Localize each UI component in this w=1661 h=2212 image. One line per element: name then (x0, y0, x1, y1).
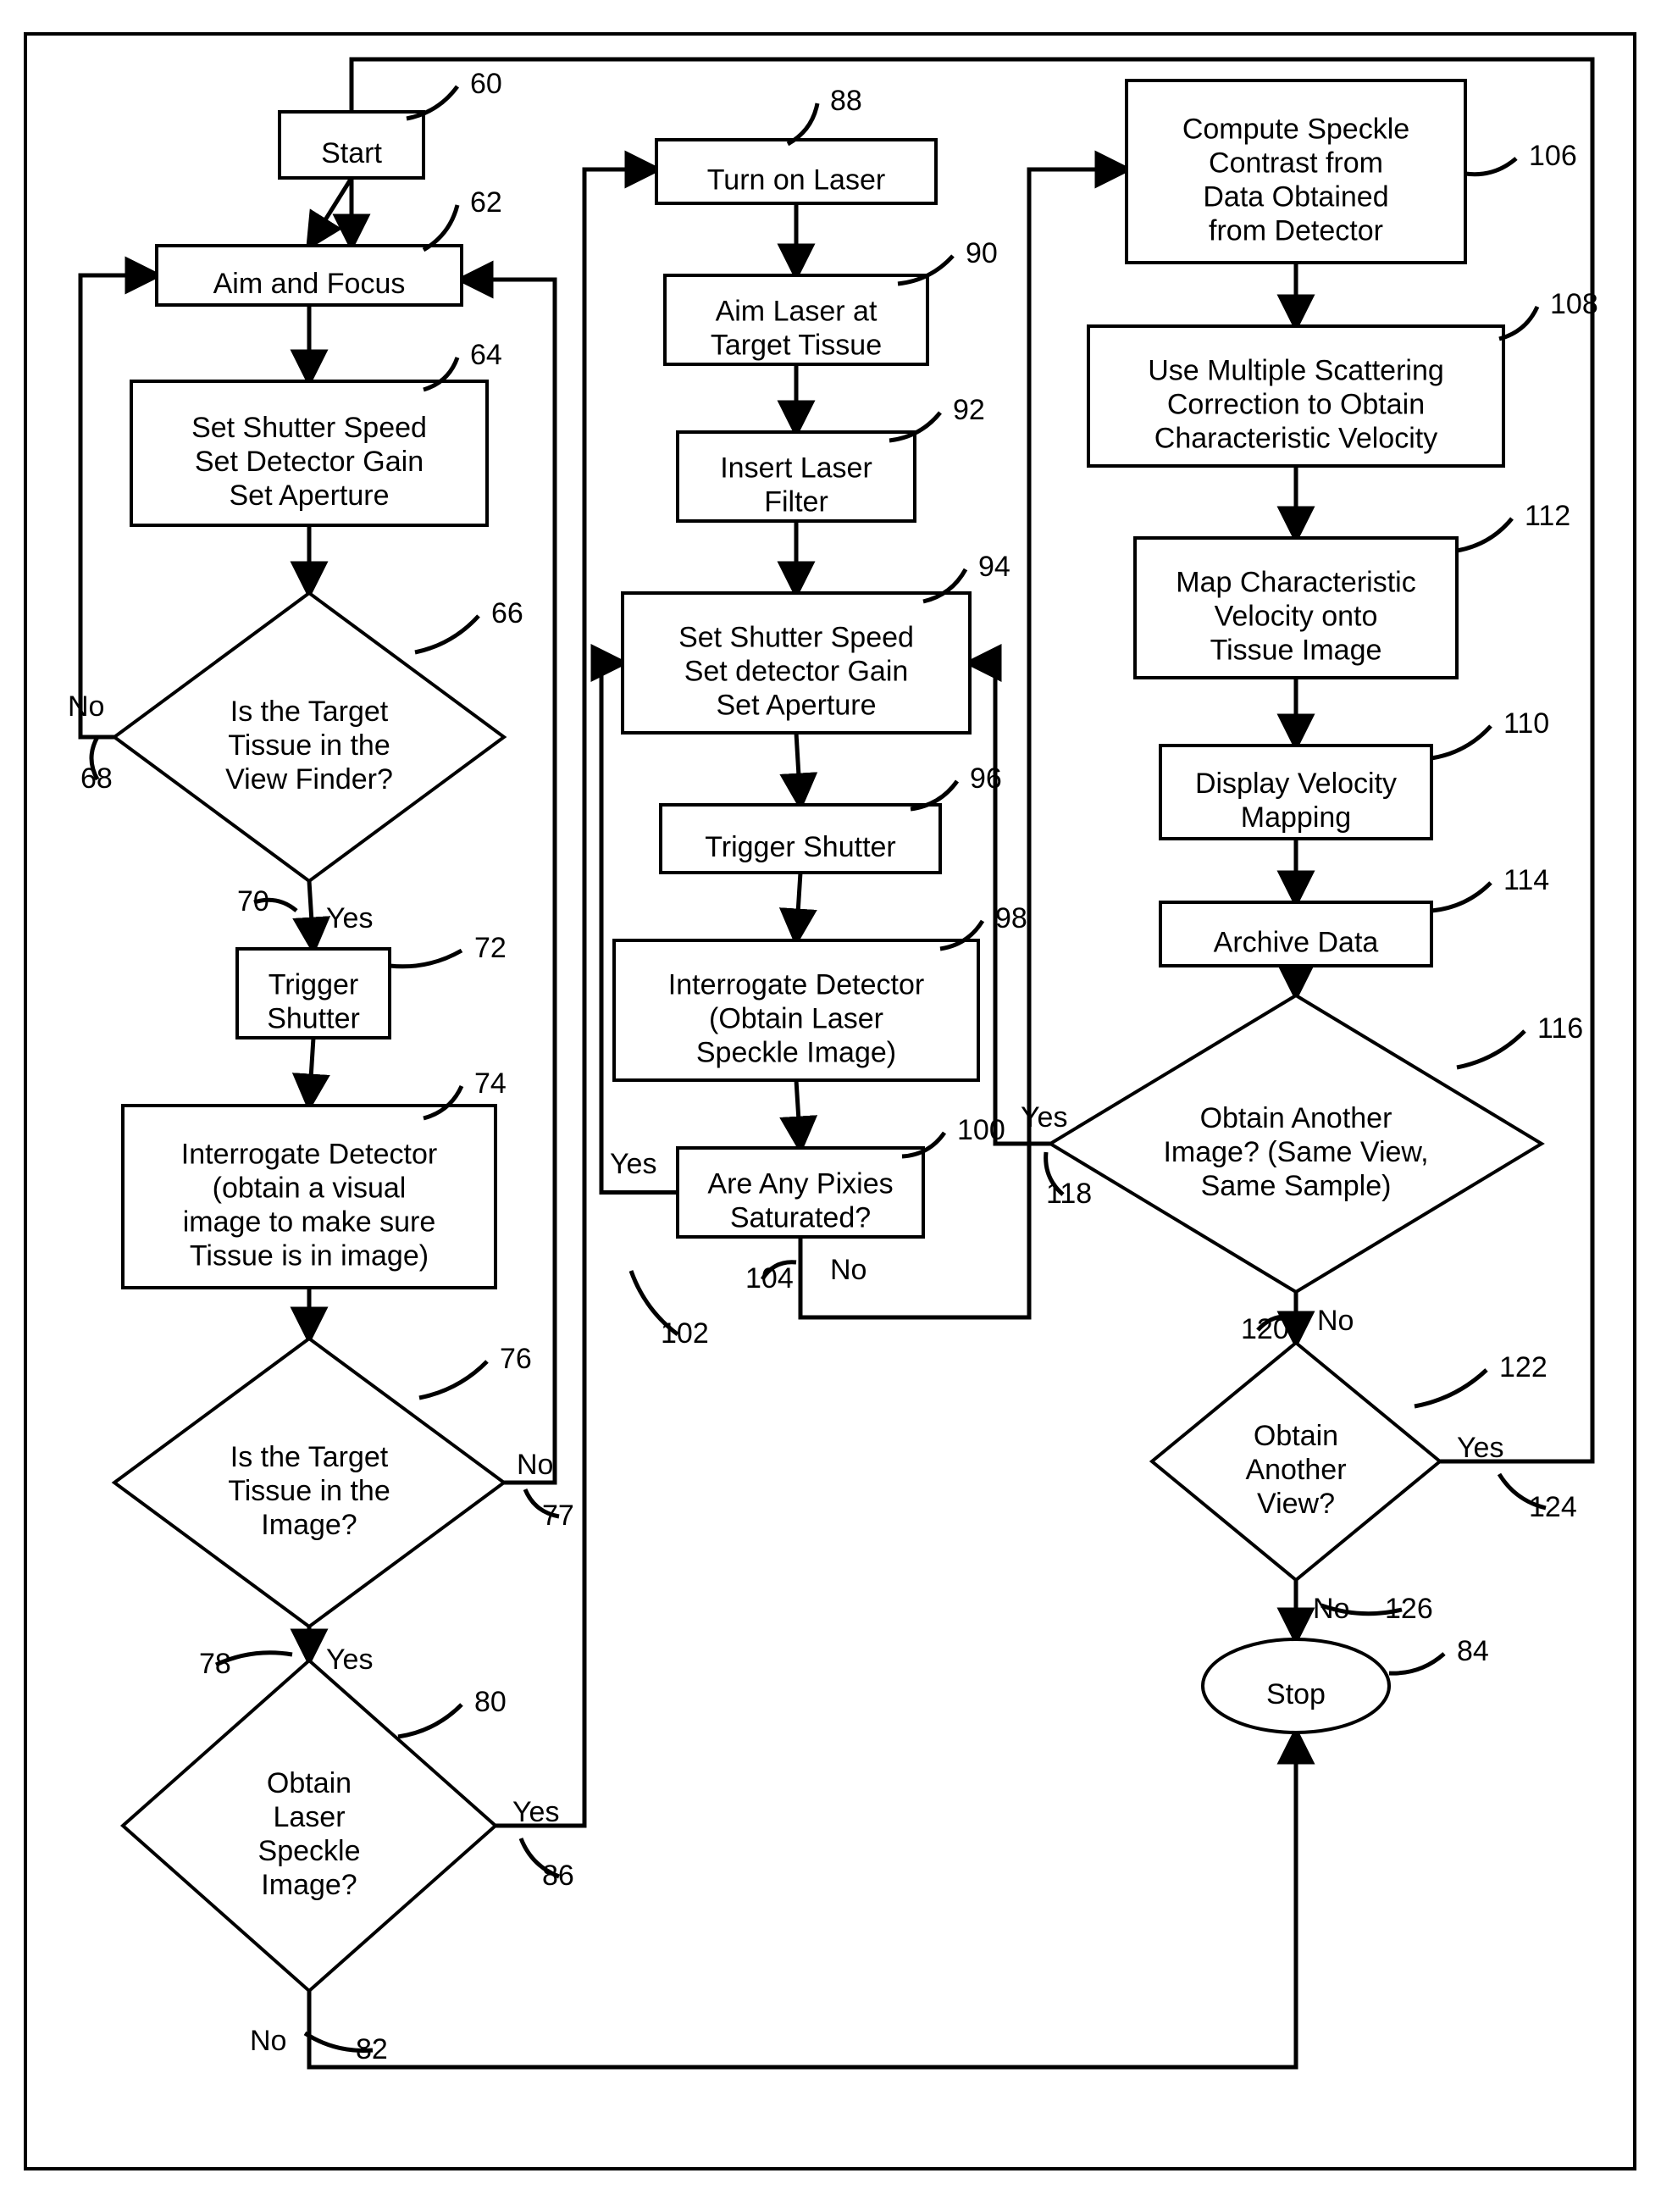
svg-text:Obtain: Obtain (1254, 1420, 1338, 1452)
ref-96: 96 (970, 762, 1002, 795)
svg-text:Another: Another (1245, 1454, 1346, 1486)
ref-94: 94 (978, 551, 1010, 583)
svg-text:Target Tissue: Target Tissue (711, 329, 882, 361)
svg-text:Speckle: Speckle (258, 1835, 361, 1867)
svg-text:Aim and Focus: Aim and Focus (213, 268, 406, 300)
svg-text:Start: Start (321, 137, 382, 169)
svg-text:Obtain: Obtain (267, 1767, 352, 1799)
branch-label: Yes (1021, 1101, 1067, 1134)
branch-label: No (517, 1449, 553, 1481)
svg-text:Laser: Laser (273, 1801, 345, 1833)
svg-text:Image? (Same View,: Image? (Same View, (1163, 1136, 1428, 1168)
ref-60: 60 (470, 68, 502, 100)
ref-112: 112 (1525, 500, 1570, 532)
ref-108: 108 (1550, 288, 1598, 320)
svg-text:View?: View? (1257, 1488, 1335, 1520)
ref-72: 72 (474, 932, 507, 964)
svg-text:Interrogate Detector: Interrogate Detector (181, 1138, 437, 1170)
svg-text:Is the Target: Is the Target (230, 696, 389, 728)
ref-122: 122 (1499, 1351, 1547, 1383)
ref-62: 62 (470, 186, 502, 219)
svg-text:Saturated?: Saturated? (730, 1201, 871, 1234)
svg-text:Compute Speckle: Compute Speckle (1182, 113, 1409, 145)
svg-text:Stop: Stop (1266, 1678, 1326, 1710)
ref-92: 92 (953, 394, 985, 426)
ref-88: 88 (830, 85, 862, 117)
svg-text:Tissue in the: Tissue in the (228, 1475, 390, 1507)
ref-100: 100 (957, 1114, 1005, 1146)
svg-text:Tissue is in image): Tissue is in image) (190, 1239, 429, 1272)
svg-text:Map Characteristic: Map Characteristic (1176, 566, 1415, 598)
svg-text:View Finder?: View Finder? (225, 763, 393, 796)
ref-114: 114 (1503, 864, 1549, 896)
svg-text:Set Aperture: Set Aperture (716, 689, 876, 721)
svg-text:Turn on Laser: Turn on Laser (707, 164, 885, 196)
ref-116: 116 (1537, 1012, 1583, 1045)
svg-text:Trigger Shutter: Trigger Shutter (705, 831, 896, 863)
branch-label: No (68, 690, 104, 723)
svg-text:Image?: Image? (261, 1869, 357, 1901)
ref-80: 80 (474, 1686, 507, 1718)
ref-110: 110 (1503, 707, 1549, 740)
svg-text:Filter: Filter (764, 485, 828, 518)
branch-label: Yes (610, 1148, 656, 1180)
svg-text:(obtain a visual: (obtain a visual (213, 1172, 407, 1204)
svg-text:Archive Data: Archive Data (1214, 926, 1379, 958)
svg-text:Aim Laser at: Aim Laser at (716, 295, 878, 327)
svg-text:Set Detector Gain: Set Detector Gain (195, 446, 424, 478)
ref-84: 84 (1457, 1635, 1489, 1667)
svg-text:Obtain Another: Obtain Another (1200, 1102, 1392, 1134)
ref-106: 106 (1529, 140, 1577, 172)
svg-text:Trigger: Trigger (269, 968, 358, 1001)
svg-text:Is the Target: Is the Target (230, 1441, 389, 1473)
branch-label: No (1317, 1305, 1354, 1337)
svg-text:Velocity onto: Velocity onto (1215, 600, 1378, 632)
branch-label: No (830, 1254, 866, 1286)
branch-label: Yes (512, 1796, 559, 1828)
ref-76: 76 (500, 1343, 532, 1375)
svg-text:from Detector: from Detector (1209, 214, 1383, 247)
svg-text:Display Velocity: Display Velocity (1195, 768, 1397, 800)
ref-64: 64 (470, 339, 502, 371)
ref-78: 78 (199, 1648, 231, 1680)
svg-text:image to make sure: image to make sure (183, 1206, 436, 1238)
svg-text:Mapping: Mapping (1241, 801, 1351, 834)
svg-text:Data Obtained: Data Obtained (1203, 180, 1388, 213)
svg-text:Use Multiple Scattering: Use Multiple Scattering (1148, 354, 1444, 386)
svg-text:Same Sample): Same Sample) (1201, 1170, 1392, 1202)
branch-label: No (250, 2025, 286, 2057)
svg-text:Correction to Obtain: Correction to Obtain (1167, 388, 1425, 420)
ref-98: 98 (995, 902, 1027, 934)
svg-text:Characteristic Velocity: Characteristic Velocity (1154, 422, 1437, 454)
branch-label: Yes (326, 1644, 373, 1676)
svg-text:Image?: Image? (261, 1509, 357, 1541)
ref-66: 66 (491, 597, 523, 629)
ref-74: 74 (474, 1067, 507, 1100)
branch-label: Yes (1457, 1432, 1503, 1464)
ref-102: 102 (661, 1317, 709, 1350)
svg-text:Set detector Gain: Set detector Gain (684, 655, 909, 687)
svg-text:Shutter: Shutter (267, 1002, 360, 1034)
svg-text:Are Any Pixies: Are Any Pixies (707, 1167, 893, 1200)
svg-text:Set Aperture: Set Aperture (229, 480, 389, 512)
flowchart: StartAim and FocusSet Shutter SpeedSet D… (0, 0, 1661, 2212)
svg-text:(Obtain Laser: (Obtain Laser (709, 1002, 883, 1034)
svg-text:Interrogate Detector: Interrogate Detector (668, 968, 924, 1001)
ref-104: 104 (745, 1262, 794, 1294)
svg-text:Tissue Image: Tissue Image (1210, 634, 1382, 666)
svg-text:Tissue in the: Tissue in the (228, 729, 390, 762)
ref-126: 126 (1385, 1593, 1433, 1625)
svg-text:Insert Laser: Insert Laser (720, 452, 872, 484)
svg-text:Speckle Image): Speckle Image) (696, 1036, 896, 1068)
svg-text:Set Shutter Speed: Set Shutter Speed (678, 621, 914, 653)
svg-text:Contrast from: Contrast from (1209, 147, 1383, 179)
branch-label: Yes (326, 902, 373, 934)
svg-text:Set Shutter Speed: Set Shutter Speed (191, 412, 427, 444)
ref-90: 90 (966, 237, 998, 269)
